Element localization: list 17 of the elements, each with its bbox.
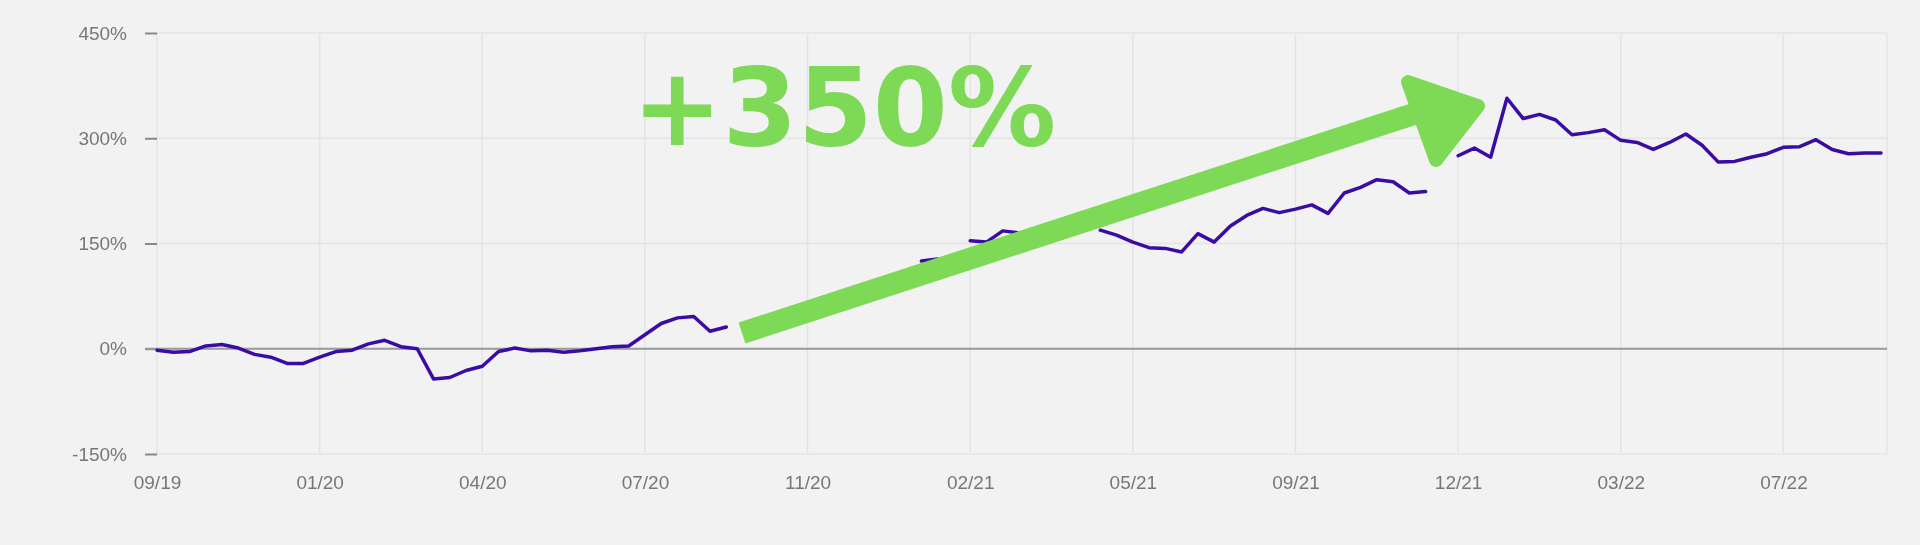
x-tick-label: 04/20 bbox=[459, 472, 507, 494]
y-tick-label: -150% bbox=[72, 443, 128, 465]
y-tick-label: 300% bbox=[78, 127, 128, 149]
x-tick-label: 03/22 bbox=[1597, 472, 1646, 494]
y-tick-label: 450% bbox=[78, 22, 128, 44]
y-tick-label: 0% bbox=[99, 338, 128, 360]
x-tick-label: 11/20 bbox=[785, 472, 832, 494]
y-tick-label: 150% bbox=[78, 233, 128, 255]
x-tick-label: 05/21 bbox=[1109, 472, 1158, 494]
x-tick-label: 09/21 bbox=[1272, 472, 1320, 494]
annotation: +350% bbox=[632, 45, 1057, 170]
x-tick-label: 07/22 bbox=[1760, 472, 1808, 494]
x-tick-label: 12/21 bbox=[1434, 472, 1483, 494]
x-tick-label: 01/20 bbox=[296, 472, 344, 494]
x-tick-label: 07/20 bbox=[621, 472, 670, 494]
x-tick-label: 02/21 bbox=[946, 472, 995, 494]
x-tick-label: 09/19 bbox=[133, 472, 182, 494]
